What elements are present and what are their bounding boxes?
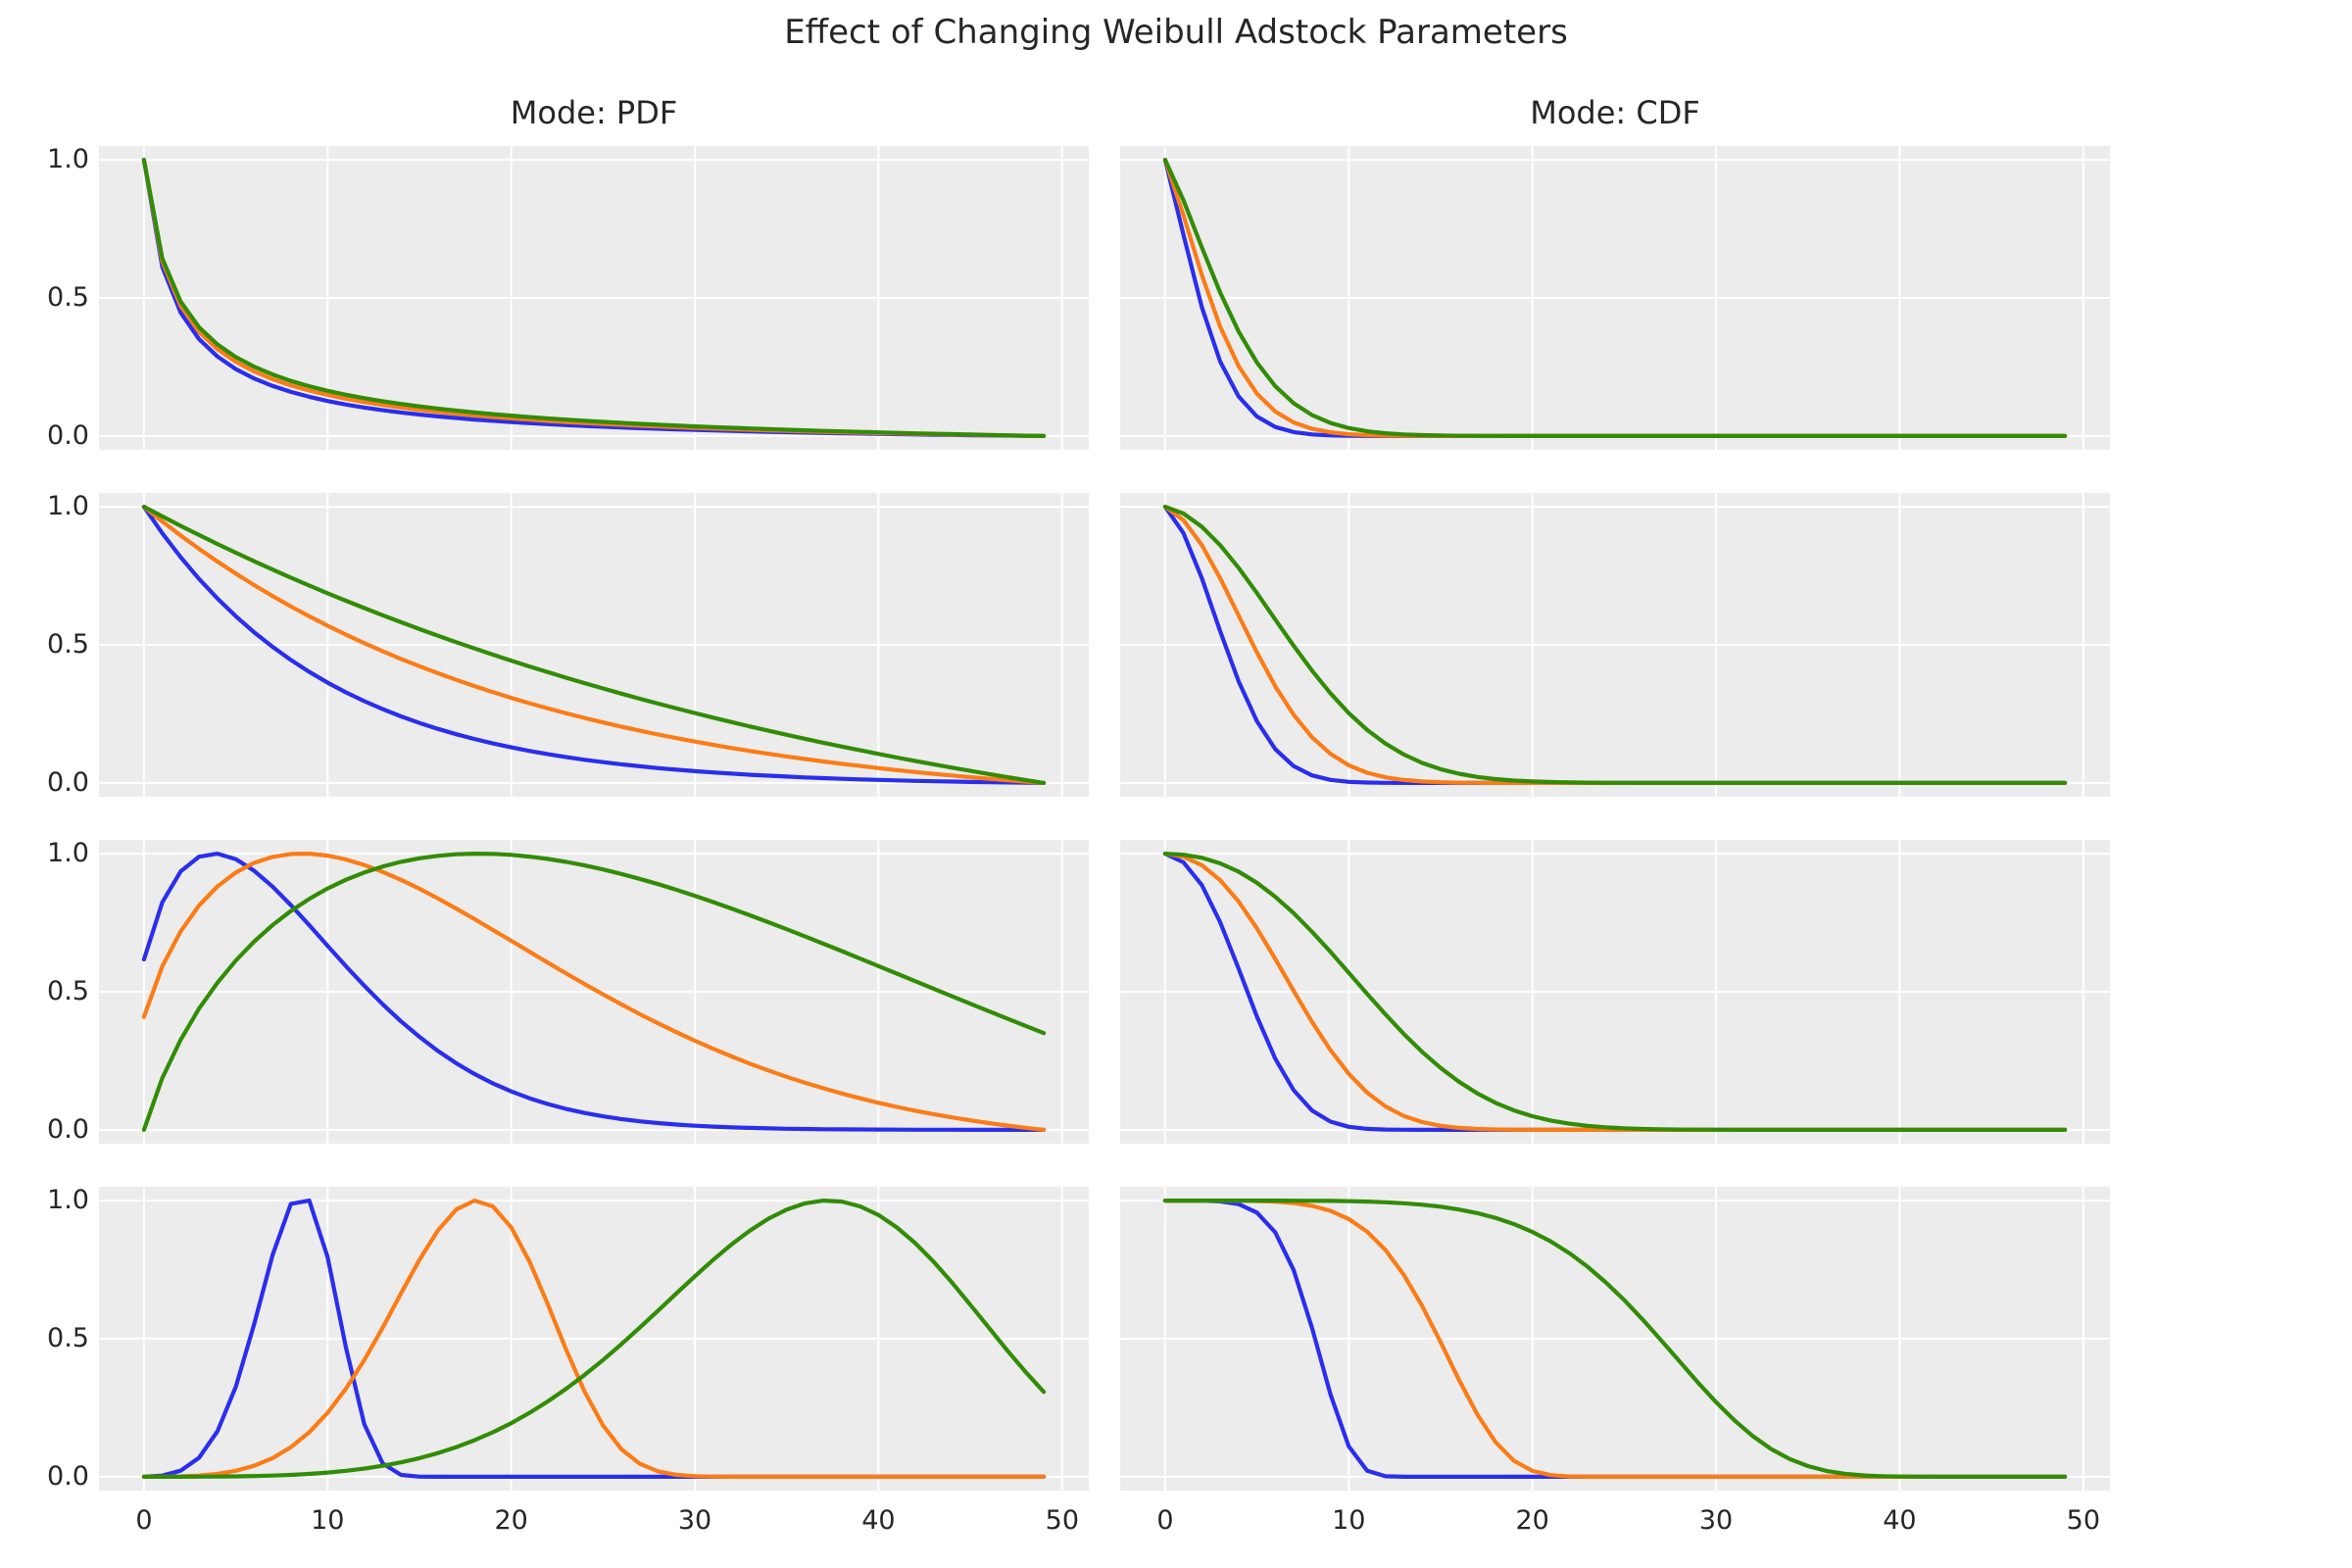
curve-pdf-shape-1-scale-10 [141,505,1047,785]
subplot-pdf-shape-0.5 [99,146,1089,450]
y-tick-label: 1.0 [47,491,89,522]
y-tick-label: 1.0 [47,838,89,869]
subplot-title-pdf: Mode: PDF [510,94,678,131]
curve-cdf-shape-0.5-scale-40 [1162,158,2068,438]
subplot-cdf-shape-0.5 [1120,146,2110,450]
subplot-cdf-shape-5 [1120,1187,2110,1491]
curve-pdf-shape-5-scale-20 [141,1199,1047,1479]
x-tick-label: 30 [1698,1505,1734,1536]
x-tick-label: 0 [135,1505,153,1536]
y-tick-label: 0.5 [47,629,89,660]
subplot-cdf-shape-1.5 [1120,840,2110,1144]
curve-pdf-shape-1.5-scale-20 [141,852,1047,1132]
curve-cdf-shape-1.5-scale-40 [1162,852,2068,1132]
curve-pdf-shape-5-scale-40 [141,1199,1047,1479]
x-tick-label: 50 [2066,1505,2100,1536]
y-tick-label: 0.0 [47,1113,89,1145]
x-tick-label: 40 [1883,1505,1917,1536]
y-tick-label: 0.5 [47,976,89,1006]
curve-cdf-shape-1-scale-40 [1162,505,2068,785]
subplot-pdf-shape-1.5 [99,840,1089,1144]
x-tick-label: 40 [861,1505,896,1536]
figure-suptitle: Effect of Changing Weibull Adstock Param… [784,13,1568,52]
y-tick-label: 0.0 [47,1460,89,1492]
x-tick-label: 20 [1515,1505,1549,1536]
subplot-title-cdf: Mode: CDF [1530,94,1700,131]
x-tick-label: 10 [1332,1505,1366,1536]
x-tick-label: 10 [311,1505,345,1536]
x-tick-label: 20 [494,1505,528,1536]
subplot-pdf-shape-1 [99,493,1089,797]
y-tick-label: 0.0 [47,766,89,798]
x-tick-label: 30 [677,1505,712,1536]
x-tick-label: 50 [1045,1505,1079,1536]
curve-pdf-shape-1-scale-20 [141,505,1047,785]
y-tick-label: 0.5 [47,1323,89,1353]
y-tick-label: 0.0 [47,419,89,451]
y-tick-label: 1.0 [47,144,89,175]
y-tick-label: 1.0 [47,1185,89,1216]
curve-pdf-shape-1-scale-40 [141,505,1047,785]
subplot-cdf-shape-1 [1120,493,2110,797]
x-tick-label: 0 [1156,1505,1174,1536]
subplot-pdf-shape-5 [99,1187,1089,1491]
curve-pdf-shape-0.5-scale-40 [141,158,1047,438]
curve-pdf-shape-1.5-scale-40 [141,852,1047,1132]
y-tick-label: 0.5 [47,282,89,313]
curve-cdf-shape-5-scale-40 [1162,1199,2068,1479]
